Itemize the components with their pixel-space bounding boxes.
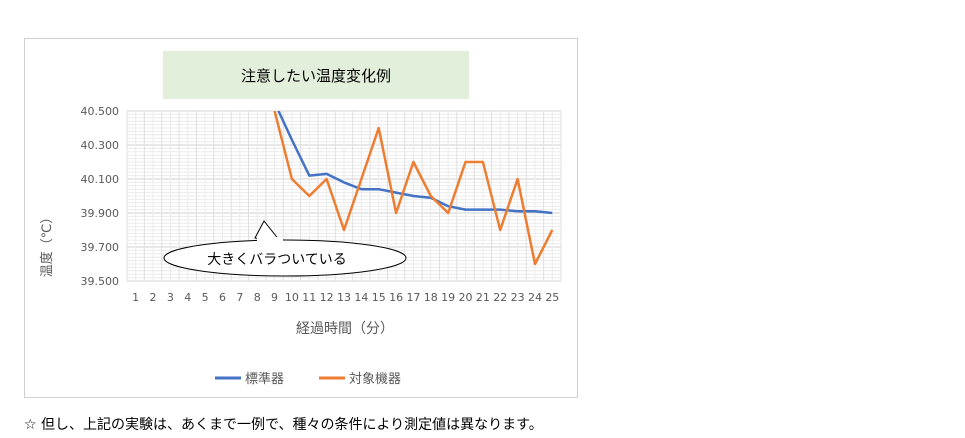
x-tick-label: 10 — [285, 291, 299, 304]
x-tick-label: 18 — [424, 291, 438, 304]
x-tick-label: 1 — [132, 291, 139, 304]
chart-svg: 注意したい温度変化例 40.500 40.300 40.100 39.900 39.70… — [39, 51, 562, 387]
y-tick-label: 39.700 — [81, 241, 120, 254]
x-tick-label: 2 — [150, 291, 157, 304]
y-tick-label: 40.100 — [81, 173, 120, 186]
x-tick-label: 19 — [441, 291, 455, 304]
legend-label: 標準器 — [245, 371, 284, 387]
x-axis-label: 経過時間（分） — [296, 321, 394, 337]
legend: 標準器 対象機器 — [215, 371, 401, 387]
x-tick-label: 21 — [476, 291, 490, 304]
x-tick-label: 14 — [354, 291, 368, 304]
legend-label: 対象機器 — [349, 372, 401, 387]
x-tick-label: 6 — [219, 291, 226, 304]
x-tick-label: 3 — [167, 291, 174, 304]
x-tick-label: 5 — [202, 291, 209, 304]
annotation-text: 大きくバラついている — [207, 252, 347, 268]
x-tick-label: 15 — [372, 291, 386, 304]
y-tick-label: 40.300 — [81, 139, 120, 152]
footnote: ☆ 但し、上記の実験は、あくまで一例で、種々の条件により測定値は異なります。 — [24, 417, 543, 433]
y-tick-labels: 40.500 40.300 40.100 39.900 39.700 39.500 — [81, 105, 120, 288]
chart-title-box — [163, 51, 469, 99]
x-tick-label: 4 — [184, 291, 191, 304]
x-tick-label: 23 — [511, 291, 525, 304]
y-tick-label: 39.900 — [81, 207, 120, 220]
series-lines — [273, 111, 554, 266]
annotation-bubble — [163, 239, 407, 277]
x-tick-label: 8 — [254, 291, 261, 304]
x-tick-label: 11 — [302, 291, 316, 304]
series-line-2 — [273, 111, 554, 266]
x-tick-label: 22 — [493, 291, 507, 304]
x-tick-label: 7 — [236, 291, 243, 304]
x-tick-label: 17 — [406, 291, 420, 304]
y-tick-label: 39.500 — [81, 275, 120, 288]
x-tick-label: 20 — [459, 291, 473, 304]
x-tick-label: 12 — [320, 291, 334, 304]
x-tick-label: 9 — [271, 291, 278, 304]
x-tick-labels: 1 2 3 4 5 6 7 8 9 10 11 12 13 14 15 16 17 18 19 20 21 22 23 24 2… — [132, 291, 559, 304]
y-tick-label: 40.500 — [81, 105, 120, 118]
chart-title: 注意したい温度変化例 — [241, 67, 391, 85]
x-tick-label: 25 — [545, 291, 559, 304]
x-tick-label: 13 — [337, 291, 351, 304]
x-tick-label: 24 — [528, 291, 542, 304]
chart-frame: 注意したい温度変化例 40.500 40.300 40.100 39.900 39.70… — [24, 38, 578, 398]
x-tick-label: 16 — [389, 291, 403, 304]
y-axis-label: 温度（℃） — [39, 211, 55, 278]
